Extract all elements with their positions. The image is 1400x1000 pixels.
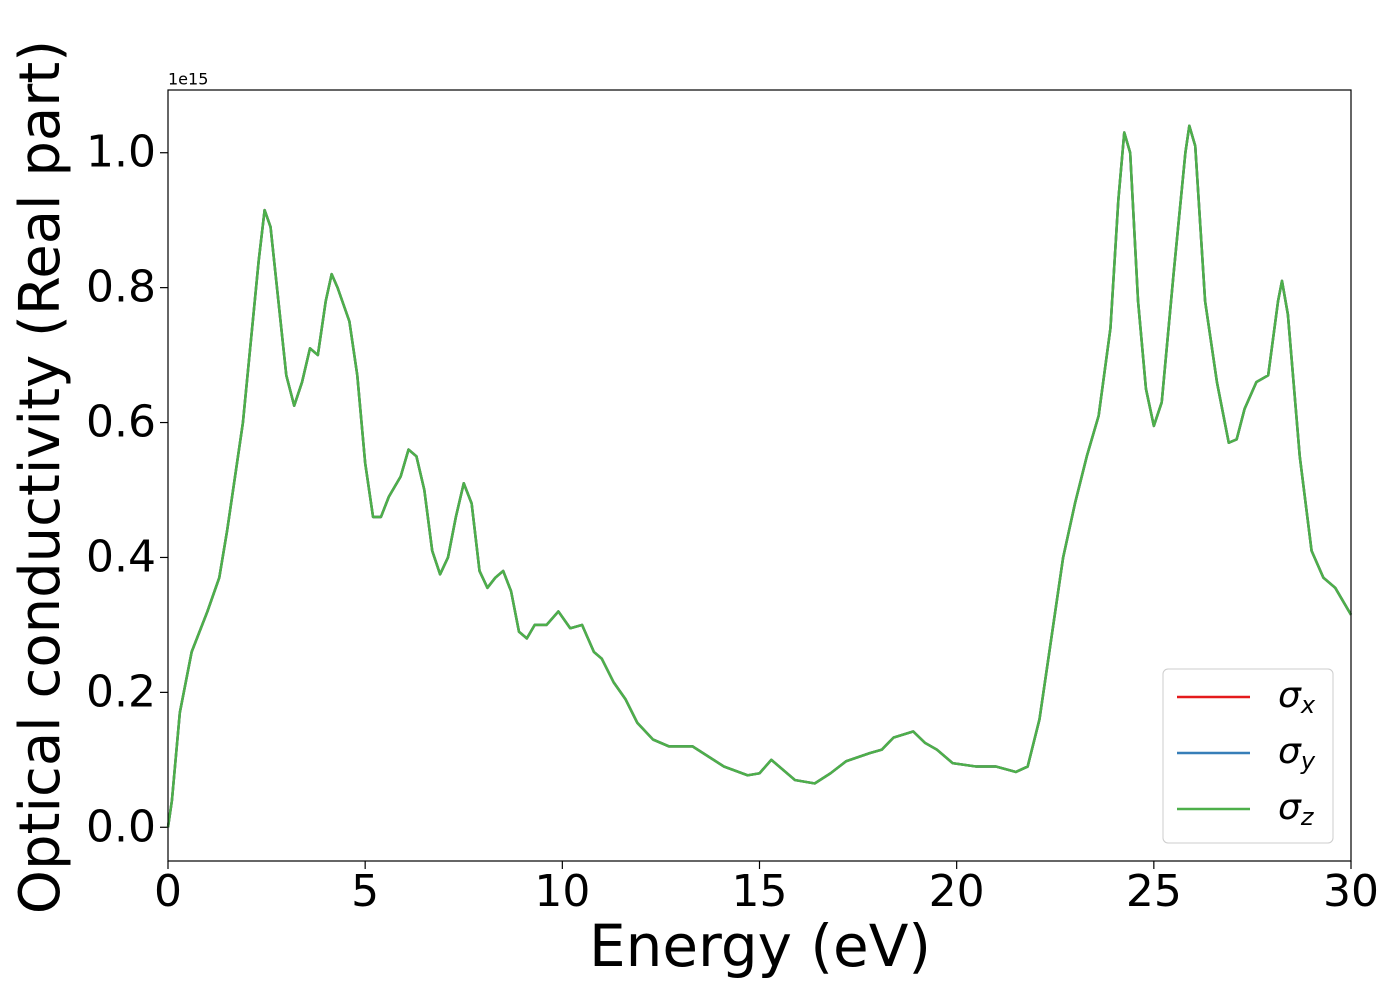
y-tick-label: 0.0	[86, 801, 156, 852]
x-tick-label: 15	[732, 866, 788, 917]
series-line	[166, 124, 1353, 828]
y-offset-label: 1e15	[168, 70, 208, 89]
legend-label: σy	[1278, 731, 1316, 775]
x-axis-label: Energy (eV)	[589, 912, 931, 980]
x-tick-label: 25	[1126, 866, 1182, 917]
x-tick-label: 5	[351, 866, 379, 917]
y-tick-label: 0.6	[86, 397, 156, 448]
y-tick-label: 1.0	[86, 127, 156, 178]
y-tick-label: 0.4	[86, 531, 156, 582]
legend-label: σz	[1278, 787, 1315, 831]
y-tick-label: 0.8	[86, 262, 156, 313]
legend-label: σx	[1278, 675, 1316, 719]
x-tick-label: 20	[929, 866, 985, 917]
y-tick-label: 0.2	[86, 666, 156, 717]
plot-frame	[167, 89, 1352, 862]
x-tick-label: 10	[534, 866, 590, 917]
y-axis-label: Optical conductivity (Real part)	[8, 40, 73, 914]
x-tick-label: 0	[154, 866, 182, 917]
x-tick-label: 30	[1323, 866, 1379, 917]
legend-box	[1162, 668, 1334, 844]
